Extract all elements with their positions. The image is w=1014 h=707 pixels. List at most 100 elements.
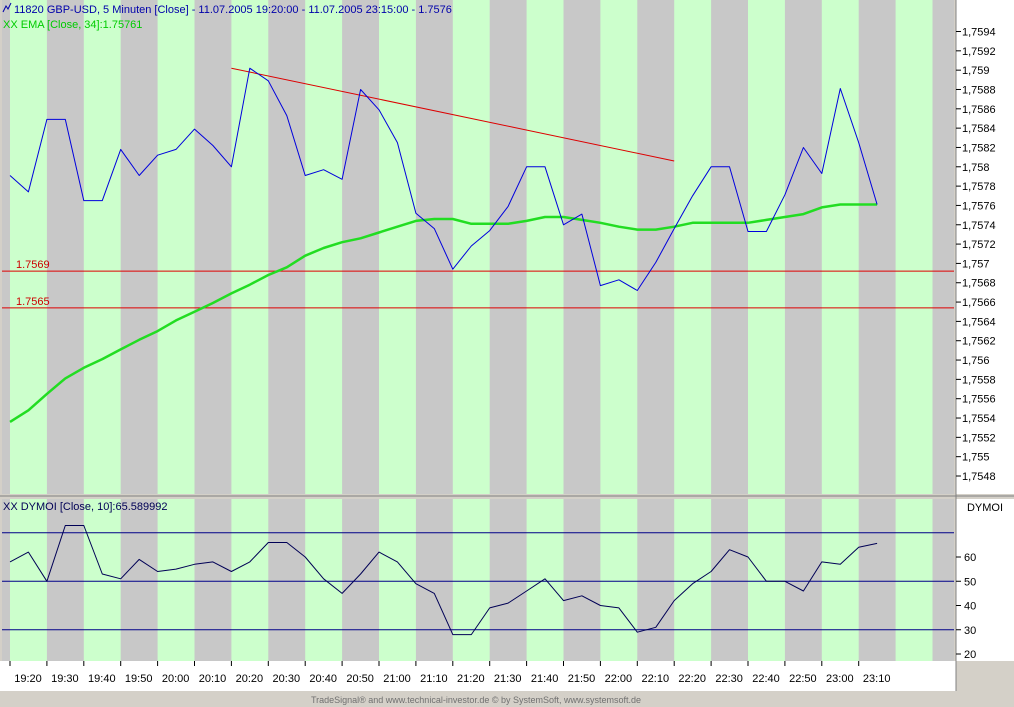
time-band [526, 0, 564, 494]
x-tick-label: 21:00 [383, 673, 411, 685]
level-label: 1.7569 [16, 259, 50, 271]
x-tick-label: 21:40 [531, 673, 559, 685]
y-tick-label: 1,756 [962, 355, 990, 367]
time-band [379, 0, 416, 494]
y-tick-label: 20 [964, 649, 976, 661]
price-line[interactable] [9, 67, 878, 291]
x-tick-label: 20:50 [346, 673, 374, 685]
oscillator-series-group [9, 525, 878, 636]
y-tick-label: 40 [964, 601, 976, 613]
y-tick-label: 1,7576 [962, 200, 996, 212]
x-tick-label: 20:40 [309, 673, 337, 685]
time-band [157, 499, 195, 661]
time-band [379, 499, 416, 661]
y-tick-label: 1,7574 [962, 220, 996, 232]
x-tick-label: 21:50 [568, 673, 596, 685]
price-axis-panel [956, 0, 1014, 494]
time-band [674, 499, 712, 661]
y-tick-label: 1,7562 [962, 336, 996, 348]
time-band [600, 0, 638, 494]
oscillator-y-axis: 60 50 40 30 20 [956, 552, 976, 661]
y-tick-label: 1,7568 [962, 278, 996, 290]
y-tick-label: 1,7582 [962, 142, 996, 154]
y-tick-label: 1,7566 [962, 297, 996, 309]
oscillator-reference-lines [2, 532, 954, 631]
x-tick-label: 19:40 [88, 673, 116, 685]
time-x-axis: 19:20 19:30 19:40 19:50 20:00 20:10 20:20 20:30… [9, 661, 891, 685]
oscillator-line[interactable] [9, 525, 878, 636]
x-tick-label: 21:10 [420, 673, 448, 685]
time-band [821, 499, 859, 661]
y-tick-label: 1,7556 [962, 394, 996, 406]
x-tick-label: 20:10 [199, 673, 227, 685]
y-tick-label: 1,7584 [962, 123, 996, 135]
time-band [231, 0, 269, 494]
y-tick-label: 30 [964, 625, 976, 637]
x-tick-label: 23:10 [863, 673, 891, 685]
y-tick-label: 1,7572 [962, 239, 996, 251]
time-band [526, 499, 564, 661]
time-band [895, 499, 933, 661]
y-tick-label: 1,7564 [962, 316, 996, 328]
x-tick-label: 19:30 [51, 673, 79, 685]
y-tick-label: 1,758 [962, 162, 990, 174]
trendline-group [231, 67, 675, 162]
time-band [157, 0, 195, 494]
time-band [10, 0, 47, 494]
time-band [895, 0, 933, 494]
time-bands-oscillator [10, 499, 933, 661]
price-y-axis: 1,7594 1,7592 1,759 1,7588 1,7586 1,7584 1,758… [956, 27, 996, 483]
y-tick-label: 1,7552 [962, 432, 996, 444]
y-tick-label: 1,7554 [962, 413, 996, 425]
x-tick-label: 22:40 [752, 673, 780, 685]
price-series-group [9, 67, 878, 291]
time-band [83, 499, 121, 661]
oscillator-axis-panel [956, 499, 1014, 661]
time-band [748, 0, 785, 494]
time-band [821, 0, 859, 494]
x-tick-label: 20:20 [236, 673, 264, 685]
y-tick-label: 1,759 [962, 65, 990, 77]
x-tick-label: 22:20 [678, 673, 706, 685]
time-band [452, 499, 490, 661]
horizontal-levels: 1.7569 1.7565 [2, 259, 954, 309]
x-tick-label: 21:30 [494, 673, 522, 685]
time-band [600, 499, 638, 661]
x-tick-label: 22:30 [715, 673, 743, 685]
y-tick-label: 1,757 [962, 258, 990, 270]
y-tick-label: 1,7592 [962, 46, 996, 58]
time-band [83, 0, 121, 494]
y-tick-label: 1,7594 [962, 27, 996, 39]
x-tick-label: 19:20 [14, 673, 42, 685]
line-chart-icon [2, 2, 12, 13]
x-tick-label: 20:00 [162, 673, 190, 685]
x-tick-label: 23:00 [826, 673, 854, 685]
x-tick-label: 21:20 [457, 673, 485, 685]
y-tick-label: 1,7578 [962, 181, 996, 193]
time-bands-price [10, 0, 933, 494]
time-band [748, 499, 785, 661]
x-tick-label: 19:50 [125, 673, 153, 685]
time-band [305, 499, 343, 661]
ema-legend-label: XX EMA [Close, 34]:1.75761 [3, 19, 142, 31]
ema-line[interactable] [9, 203, 878, 423]
x-tick-label: 22:50 [789, 673, 817, 685]
time-axis-panel [0, 661, 956, 691]
y-tick-label: 1,7586 [962, 104, 996, 116]
x-tick-label: 20:30 [273, 673, 301, 685]
y-tick-label: 60 [964, 552, 976, 564]
level-label: 1.7565 [16, 296, 50, 308]
oscillator-axis-label: DYMOI [967, 502, 1003, 514]
y-tick-label: 1,7558 [962, 374, 996, 386]
time-band [452, 0, 490, 494]
ema-series-group [9, 203, 878, 423]
footer-credit: TradeSignal® and www.technical-investor.… [311, 695, 641, 705]
x-tick-label: 22:00 [605, 673, 633, 685]
oscillator-legend-label: XX DYMOI [Close, 10]:65.589992 [3, 501, 167, 513]
y-tick-label: 1,755 [962, 452, 990, 464]
trendline[interactable] [231, 67, 675, 162]
y-tick-label: 1,7588 [962, 84, 996, 96]
time-band [231, 499, 269, 661]
